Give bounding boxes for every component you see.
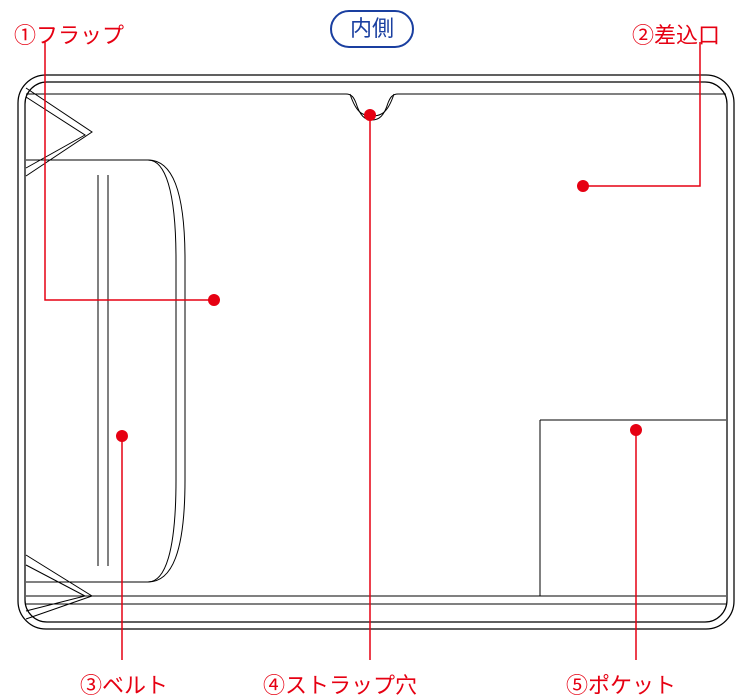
title-pill: 内側 [330, 10, 414, 48]
product-drawing [0, 0, 752, 697]
label-belt: ③ベルト [80, 668, 168, 700]
label-slot: ②差込口 [632, 18, 720, 50]
label-strap: ④ストラップ穴 [263, 668, 417, 700]
label-pocket: ⑤ポケット [566, 668, 676, 700]
diagram-stage: 内側 ①フラップ ②差込口 ③ベルト ④ストラップ穴 ⑤ポケット [0, 0, 752, 697]
label-flap: ①フラップ [14, 18, 124, 50]
